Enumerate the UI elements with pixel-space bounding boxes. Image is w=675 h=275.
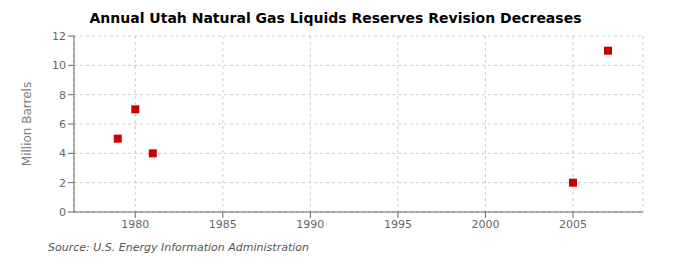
svg-text:12: 12 [52,30,66,43]
svg-text:4: 4 [59,147,66,160]
html-text:Annual Utah Natural Gas Liquid: Annual Utah Natural Gas Liquids Reserves… [89,10,582,26]
svg-text:1995: 1995 [384,218,412,231]
svg-text:0: 0 [59,206,66,219]
svg-text:2: 2 [59,177,66,190]
svg-text:1980: 1980 [121,218,149,231]
html-text:Source: U.S. Energy Informatio: Source: U.S. Energy Information Administ… [48,241,309,254]
svg-text:6: 6 [59,118,66,131]
svg-text:1985: 1985 [209,218,237,231]
svg-text:2000: 2000 [471,218,499,231]
svg-text:2005: 2005 [559,218,587,231]
svg-text:Million Barrels: Million Barrels [20,82,34,166]
svg-text:10: 10 [52,59,66,72]
svg-text:8: 8 [59,89,66,102]
svg-text:1990: 1990 [296,218,324,231]
